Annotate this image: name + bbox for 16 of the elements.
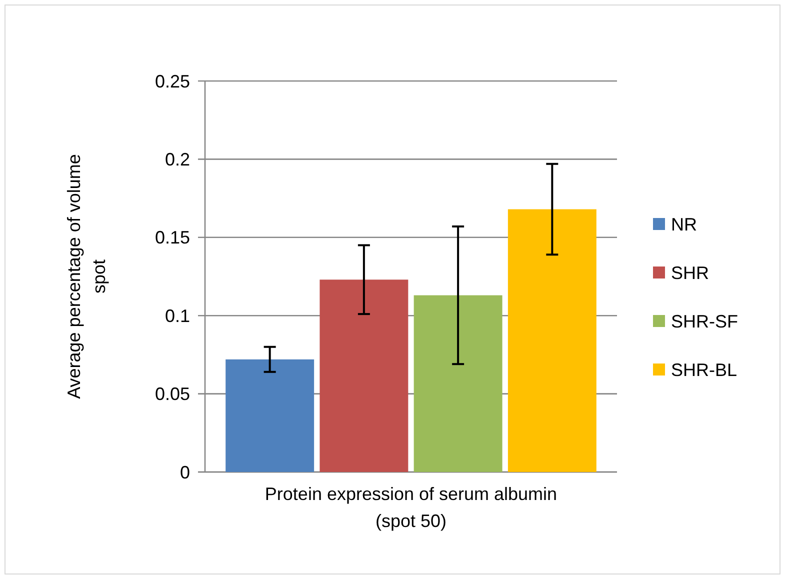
legend-label: SHR-BL bbox=[671, 360, 738, 380]
bar bbox=[414, 295, 502, 472]
bar bbox=[226, 359, 314, 472]
bar bbox=[320, 280, 408, 472]
y-tick-label: 0.25 bbox=[154, 71, 190, 92]
y-tick-label: 0.15 bbox=[154, 228, 190, 248]
legend-label: SHR bbox=[671, 262, 710, 283]
y-tick-label: 0.05 bbox=[154, 384, 190, 404]
legend-label: SHR-SF bbox=[671, 311, 738, 332]
y-tick-label: 0.2 bbox=[164, 150, 190, 170]
x-tick-label: Protein expression of serum albumin (spot 50) bbox=[264, 484, 558, 531]
y-tick-label: 0 bbox=[180, 462, 190, 482]
y-tick-label: 0.1 bbox=[164, 306, 190, 326]
legend-label: NR bbox=[671, 214, 697, 234]
bar bbox=[508, 209, 596, 472]
y-axis-title: Average percentage of volume spot bbox=[64, 154, 109, 399]
